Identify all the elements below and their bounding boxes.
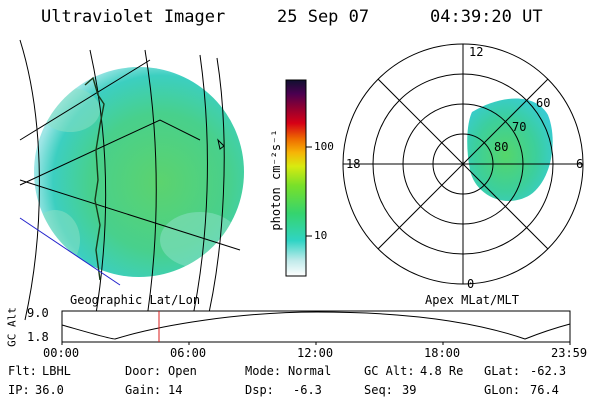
- mode-label: Mode:: [245, 364, 282, 378]
- glat-label: GLat:: [484, 364, 521, 378]
- geographic-caption: Geographic Lat/Lon: [70, 293, 201, 307]
- glon-value: 76.4: [530, 383, 559, 397]
- gain-value: 14: [168, 383, 183, 397]
- coastline: [84, 76, 105, 281]
- polar-plot: [342, 43, 584, 285]
- time-tick-4: 23:59: [551, 346, 588, 360]
- time-label: 04:39:20 UT: [430, 7, 543, 27]
- time-tick-2: 12:00: [297, 346, 334, 360]
- altitude-ylabel: GC Alt: [5, 307, 19, 347]
- mlt-label-18: 18: [346, 157, 361, 171]
- altitude-plot: [61, 310, 571, 345]
- apex-caption: Apex MLat/MLT: [425, 293, 519, 307]
- gain-label: Gain:: [125, 383, 162, 397]
- time-tick-1: 06:00: [170, 346, 207, 360]
- ip-label: IP:: [8, 383, 30, 397]
- mlt-label-6: 6: [576, 157, 584, 171]
- filter-value: LBHL: [42, 364, 71, 378]
- date-label: 25 Sep 07: [277, 7, 370, 27]
- dsp-label: Dsp:: [245, 383, 274, 397]
- aurora-oval: [467, 98, 553, 201]
- colorbar-tick-100: 100: [314, 140, 334, 153]
- time-tick-0: 00:00: [43, 346, 80, 360]
- mlt-label-0: 0: [467, 277, 475, 291]
- altitude-tick-low: 1.8: [27, 330, 49, 344]
- altitude-curve: [61, 311, 571, 340]
- seq-value: 39: [402, 383, 417, 397]
- dsp-value: -6.3: [293, 383, 322, 397]
- door-value: Open: [168, 364, 197, 378]
- terminator-line: [19, 217, 121, 286]
- seq-label: Seq:: [364, 383, 393, 397]
- colorbar-gradient: [285, 79, 307, 277]
- instrument-title: Ultraviolet Imager: [41, 7, 226, 27]
- mode-value: Normal: [288, 364, 332, 378]
- filter-label: Flt:: [8, 364, 37, 378]
- geographic-map: [19, 39, 244, 331]
- ip-value: 36.0: [35, 383, 64, 397]
- colorbar-tick-10: 10: [314, 229, 328, 242]
- glon-label: GLon:: [484, 383, 521, 397]
- colorbar-unit-label: photon cm⁻²s⁻¹: [269, 129, 283, 231]
- door-label: Door:: [125, 364, 162, 378]
- colorbar: [285, 79, 312, 277]
- glat-value: -62.3: [530, 364, 567, 378]
- mlat-label-60: 60: [536, 96, 551, 110]
- altitude-tick-high: 9.0: [27, 306, 49, 320]
- time-tick-3: 18:00: [424, 346, 461, 360]
- gc-alt-value: 4.8 Re: [420, 364, 464, 378]
- mlat-label-80: 80: [494, 140, 509, 154]
- gc-alt-label: GC Alt:: [364, 364, 415, 378]
- mlt-label-12: 12: [469, 45, 484, 59]
- mlat-label-70: 70: [512, 120, 527, 134]
